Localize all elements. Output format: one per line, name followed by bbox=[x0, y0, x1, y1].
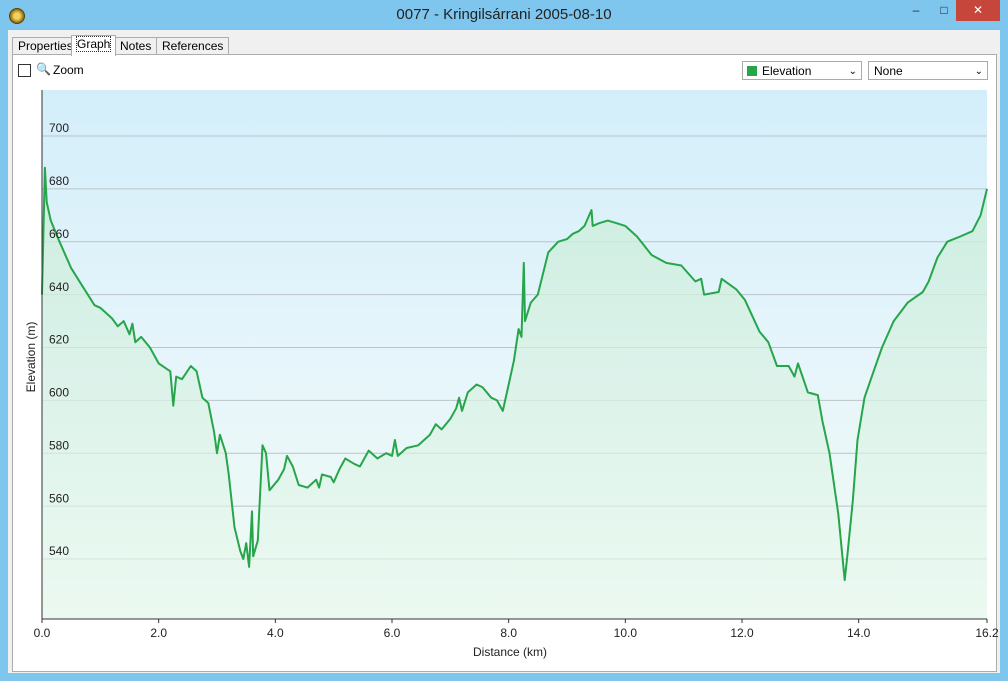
y-tick-label: 560 bbox=[49, 491, 69, 505]
legend-swatch bbox=[747, 66, 757, 76]
x-tick-label: 14.0 bbox=[847, 626, 871, 640]
y-tick-label: 600 bbox=[49, 386, 69, 400]
tab-label: Graph bbox=[75, 36, 112, 52]
elevation-area bbox=[42, 167, 987, 619]
zoom-icon: 🔍 bbox=[36, 62, 51, 76]
dropdown-arrow: ⌄ bbox=[974, 66, 983, 77]
secondary-label: None bbox=[874, 64, 903, 78]
x-tick-label: 2.0 bbox=[150, 626, 167, 640]
x-tick-label: 0.0 bbox=[34, 626, 51, 640]
app-icon bbox=[9, 8, 25, 24]
elevation-line bbox=[41, 166, 988, 582]
y-tick-label: 640 bbox=[49, 280, 69, 294]
y-tick-label: 680 bbox=[49, 174, 69, 188]
x-tick-label: 6.0 bbox=[384, 626, 401, 640]
close[interactable]: ✕ bbox=[956, 0, 1000, 21]
x-tick-label: 4.0 bbox=[267, 626, 284, 640]
legend-label: Elevation bbox=[762, 64, 812, 78]
x-tick-label: 16.2 bbox=[975, 626, 999, 640]
series-select[interactable]: Elevation ⌄ bbox=[742, 61, 862, 80]
dropdown-arrow: ⌄ bbox=[848, 66, 857, 77]
y-tick-label: 660 bbox=[49, 227, 69, 241]
y-axis-title: Elevation (m) bbox=[24, 322, 38, 393]
y-tick-label: 700 bbox=[49, 121, 69, 135]
x-tick-label: 10.0 bbox=[614, 626, 638, 640]
x-axis-title: Distance (km) bbox=[473, 645, 547, 659]
tab[interactable]: References bbox=[156, 37, 230, 55]
minimize[interactable]: – bbox=[912, 3, 920, 17]
window-title: 0077 - Kringilsárrani 2005-08-10 bbox=[396, 6, 612, 23]
tab-active[interactable]: Graph bbox=[71, 35, 117, 56]
secondary-select[interactable]: None ⌄ bbox=[868, 61, 988, 80]
y-tick-label: 580 bbox=[49, 438, 69, 452]
y-tick-label: 620 bbox=[49, 333, 69, 347]
zoom-checkbox[interactable] bbox=[18, 64, 31, 77]
maximize[interactable]: □ bbox=[940, 3, 948, 17]
x-tick-label: 8.0 bbox=[500, 626, 517, 640]
zoom-label: Zoom bbox=[53, 63, 84, 77]
x-tick-label: 12.0 bbox=[730, 626, 754, 640]
y-tick-label: 540 bbox=[49, 544, 69, 558]
tab[interactable]: Properties bbox=[12, 37, 79, 55]
